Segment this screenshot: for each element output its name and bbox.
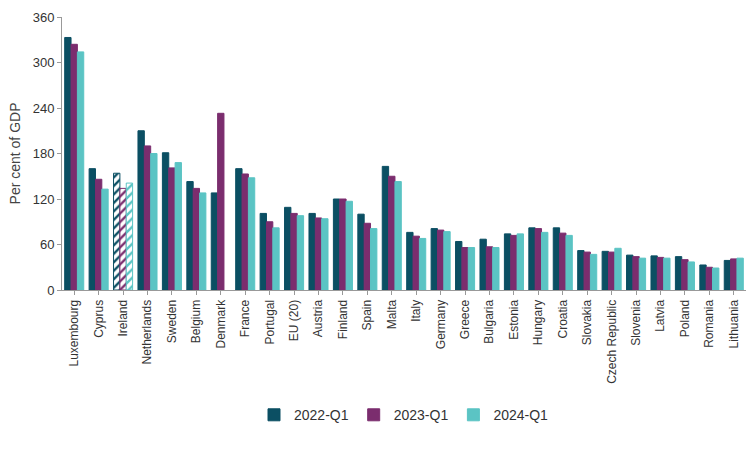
svg-text:Denmark: Denmark (214, 299, 228, 349)
svg-text:Malta: Malta (385, 299, 399, 329)
svg-text:Bulgaria: Bulgaria (482, 299, 496, 343)
svg-text:300: 300 (33, 55, 55, 70)
svg-text:Finland: Finland (336, 300, 350, 339)
svg-text:60: 60 (40, 237, 54, 252)
svg-text:Italy: Italy (409, 300, 423, 322)
svg-text:Belgium: Belgium (189, 300, 203, 343)
svg-text:Sweden: Sweden (165, 300, 179, 343)
svg-text:2024-Q1: 2024-Q1 (493, 407, 548, 423)
svg-text:2022-Q1: 2022-Q1 (294, 407, 349, 423)
svg-text:Cyprus: Cyprus (92, 300, 106, 338)
svg-text:Slovakia: Slovakia (580, 299, 594, 345)
svg-text:2023-Q1: 2023-Q1 (394, 407, 449, 423)
svg-text:Estonia: Estonia (507, 299, 521, 339)
svg-text:Poland: Poland (678, 300, 692, 337)
svg-text:Lithuania: Lithuania (727, 299, 741, 348)
svg-text:Per cent of GDP: Per cent of GDP (7, 103, 23, 205)
svg-text:Ireland: Ireland (116, 300, 130, 337)
svg-text:0: 0 (47, 283, 54, 298)
svg-text:Croatia: Croatia (556, 299, 570, 338)
svg-text:Latvia: Latvia (653, 299, 667, 331)
svg-text:EU (20): EU (20) (287, 300, 301, 341)
svg-text:360: 360 (33, 10, 55, 25)
svg-text:Germany: Germany (434, 300, 448, 349)
svg-text:Luxembourg: Luxembourg (67, 300, 81, 367)
svg-text:Spain: Spain (360, 300, 374, 331)
svg-text:France: France (238, 299, 252, 337)
svg-text:Slovenia: Slovenia (629, 299, 643, 345)
svg-text:180: 180 (33, 146, 55, 161)
svg-text:240: 240 (33, 101, 55, 116)
svg-text:Romania: Romania (702, 299, 716, 347)
svg-text:Austria: Austria (311, 299, 325, 337)
svg-text:Netherlands: Netherlands (140, 300, 154, 365)
svg-text:Czech Republic: Czech Republic (605, 300, 619, 384)
svg-text:Greece: Greece (458, 299, 472, 339)
svg-text:120: 120 (33, 192, 55, 207)
svg-text:Portugal: Portugal (263, 300, 277, 345)
svg-text:Hungary: Hungary (531, 300, 545, 345)
